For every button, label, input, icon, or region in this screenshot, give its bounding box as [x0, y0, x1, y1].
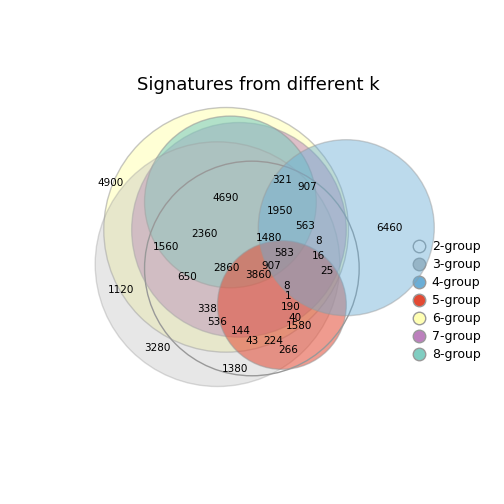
Text: 536: 536 [208, 317, 227, 327]
Text: 338: 338 [197, 304, 217, 314]
Text: 8: 8 [315, 235, 322, 245]
Circle shape [132, 122, 346, 337]
Text: 224: 224 [264, 337, 283, 346]
Text: 8: 8 [283, 281, 289, 291]
Text: 3280: 3280 [144, 343, 171, 353]
Text: 144: 144 [231, 326, 251, 336]
Text: 1560: 1560 [153, 242, 179, 252]
Text: 1: 1 [285, 291, 292, 301]
Text: 563: 563 [295, 221, 316, 230]
Text: 3860: 3860 [245, 270, 272, 280]
Text: 907: 907 [298, 182, 318, 192]
Text: 1480: 1480 [256, 233, 282, 243]
Text: 1580: 1580 [286, 322, 312, 332]
Legend: 2-group, 3-group, 4-group, 5-group, 6-group, 7-group, 8-group: 2-group, 3-group, 4-group, 5-group, 6-gr… [413, 240, 480, 361]
Circle shape [258, 140, 434, 316]
Text: 190: 190 [281, 302, 300, 312]
Text: 2860: 2860 [213, 264, 239, 274]
Text: 4900: 4900 [97, 177, 123, 187]
Text: 16: 16 [312, 250, 325, 261]
Text: 43: 43 [245, 337, 259, 346]
Text: 321: 321 [272, 175, 292, 185]
Text: 266: 266 [278, 345, 298, 355]
Circle shape [218, 240, 346, 369]
Text: 650: 650 [177, 272, 198, 282]
Text: 40: 40 [288, 313, 301, 323]
Text: 25: 25 [321, 266, 334, 276]
Text: 2360: 2360 [192, 229, 218, 239]
Circle shape [104, 107, 348, 352]
Text: 4690: 4690 [213, 193, 239, 203]
Circle shape [95, 142, 340, 387]
Text: 1950: 1950 [267, 206, 293, 216]
Circle shape [145, 116, 316, 288]
Text: 583: 583 [274, 248, 294, 259]
Text: 6460: 6460 [376, 223, 402, 233]
Text: 907: 907 [261, 261, 281, 271]
Text: 1120: 1120 [108, 285, 134, 295]
Text: 1380: 1380 [221, 364, 248, 374]
Title: Signatures from different k: Signatures from different k [137, 76, 380, 94]
